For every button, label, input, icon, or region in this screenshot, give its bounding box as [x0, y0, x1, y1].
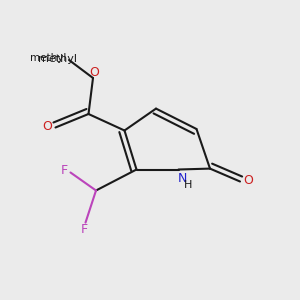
Text: O: O	[244, 174, 253, 187]
Text: methyl: methyl	[30, 53, 66, 64]
Text: methyl: methyl	[38, 54, 77, 64]
Text: F: F	[80, 223, 88, 236]
Text: F: F	[60, 164, 68, 178]
Text: O: O	[90, 66, 99, 79]
Text: O: O	[43, 120, 52, 134]
Text: N: N	[177, 172, 187, 185]
Text: H: H	[184, 180, 192, 190]
